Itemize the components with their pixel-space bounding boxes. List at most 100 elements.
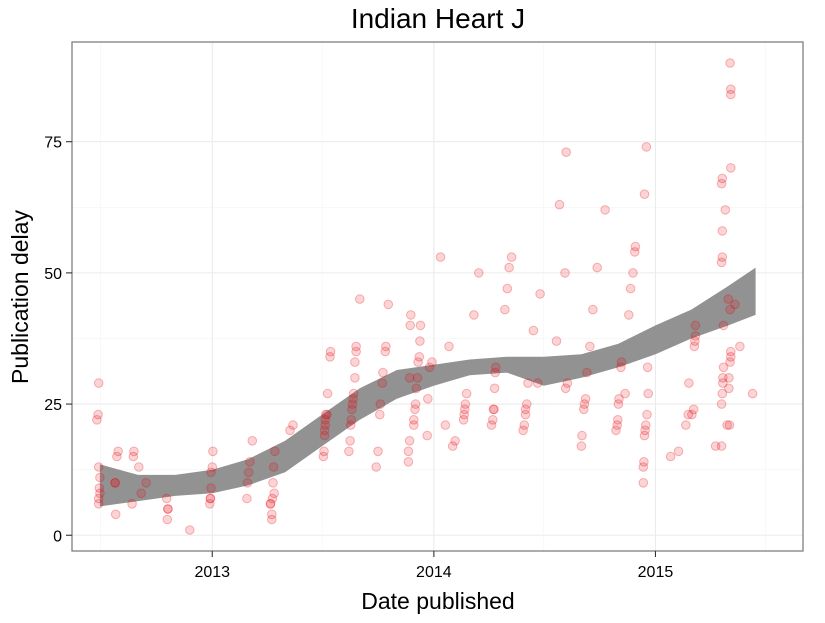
- data-point: [726, 84, 736, 94]
- data-point: [373, 446, 383, 457]
- data-point: [318, 451, 329, 462]
- data-point: [141, 478, 151, 488]
- data-point: [720, 205, 731, 215]
- y-tick-label: 50: [44, 266, 62, 283]
- data-point: [639, 189, 650, 199]
- data-point: [689, 341, 700, 352]
- data-point: [717, 226, 728, 236]
- data-point: [535, 289, 545, 299]
- y-tick-label: 25: [44, 397, 62, 414]
- data-point: [245, 457, 255, 467]
- data-point: [717, 173, 728, 184]
- data-point: [687, 409, 697, 420]
- data-point: [350, 373, 360, 383]
- data-point: [206, 467, 216, 478]
- data-point: [345, 420, 356, 430]
- data-point: [576, 441, 587, 451]
- data-point: [642, 362, 653, 373]
- data-point: [643, 388, 654, 399]
- data-point: [127, 499, 137, 509]
- data-point: [560, 383, 571, 394]
- data-point: [688, 404, 699, 415]
- data-point: [716, 441, 727, 451]
- data-point: [577, 430, 587, 441]
- data-point: [630, 247, 640, 257]
- data-point: [640, 425, 650, 436]
- data-point: [638, 462, 649, 472]
- y-tick-label: 0: [53, 528, 62, 545]
- data-point: [320, 420, 331, 430]
- data-point: [269, 488, 280, 499]
- data-point: [383, 299, 394, 310]
- data-point: [440, 420, 451, 430]
- data-point: [95, 472, 105, 483]
- data-point: [616, 362, 626, 373]
- data-point: [413, 357, 423, 367]
- data-point: [447, 441, 458, 451]
- data-point: [718, 362, 729, 373]
- data-point: [620, 388, 630, 399]
- axes: 0 25 50 75 2013 2014 2015: [44, 135, 673, 581]
- data-point: [735, 341, 745, 352]
- data-point: [185, 525, 195, 535]
- data-point: [716, 178, 727, 189]
- data-point: [683, 409, 694, 420]
- data-point: [518, 425, 528, 436]
- data-point: [532, 378, 543, 388]
- data-point: [110, 478, 120, 488]
- data-point: [716, 257, 727, 268]
- data-point: [613, 415, 623, 425]
- data-point: [348, 388, 359, 399]
- data-point: [717, 252, 728, 262]
- x-axis-title: Date published: [361, 588, 514, 614]
- data-point: [665, 451, 676, 462]
- data-point: [285, 425, 295, 436]
- data-point: [502, 283, 513, 294]
- data-point: [489, 383, 500, 394]
- data-point: [579, 404, 589, 415]
- data-point: [319, 425, 330, 436]
- x-tick-label: 2013: [194, 564, 230, 581]
- data-point: [345, 436, 355, 446]
- data-point: [520, 404, 531, 415]
- data-point: [461, 388, 472, 399]
- data-point: [722, 420, 732, 430]
- plot-area: [72, 42, 803, 551]
- data-point: [93, 493, 104, 504]
- data-point: [346, 415, 357, 425]
- data-point: [730, 299, 740, 310]
- data-point: [639, 430, 650, 441]
- data-point: [717, 388, 728, 399]
- data-point: [690, 331, 701, 341]
- data-point: [684, 378, 694, 388]
- data-point: [265, 499, 276, 509]
- data-point: [267, 509, 277, 520]
- data-point: [129, 446, 139, 457]
- data-point: [268, 478, 278, 488]
- data-point: [205, 493, 216, 504]
- data-point: [638, 478, 649, 488]
- data-point: [377, 378, 388, 388]
- data-point: [458, 415, 469, 425]
- data-point: [350, 357, 360, 367]
- data-point: [592, 262, 603, 273]
- data-point: [95, 488, 105, 499]
- data-point: [724, 373, 734, 383]
- data-point: [351, 346, 361, 357]
- data-point: [267, 514, 277, 525]
- data-point: [136, 488, 146, 499]
- data-point: [460, 399, 471, 409]
- data-point: [406, 310, 416, 320]
- data-point: [409, 420, 419, 430]
- data-point: [347, 399, 358, 409]
- data-point: [681, 420, 691, 430]
- data-point: [344, 446, 354, 457]
- data-point: [322, 409, 332, 420]
- data-point: [726, 352, 736, 362]
- data-point: [207, 462, 218, 472]
- data-point: [489, 404, 499, 415]
- data-point: [415, 336, 425, 346]
- data-point: [247, 436, 258, 446]
- data-point: [351, 341, 361, 352]
- data-point: [404, 436, 415, 446]
